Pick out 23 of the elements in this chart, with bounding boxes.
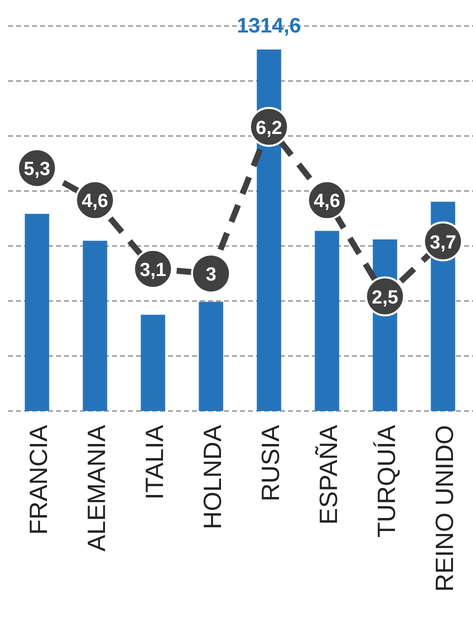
data-label: 6,2 xyxy=(256,118,282,139)
bar xyxy=(24,214,50,411)
data-label: 3 xyxy=(206,264,216,286)
point xyxy=(191,254,231,294)
data-label: 1314,6 xyxy=(236,14,302,38)
data-label: 3,7 xyxy=(430,232,456,254)
data-label: 4,6 xyxy=(314,191,340,212)
x-tick-label: ITALIA xyxy=(141,424,169,500)
data-label: 2,5 xyxy=(372,287,399,308)
bar xyxy=(140,314,166,411)
x-tick-label: REINO UNIDO xyxy=(431,425,459,592)
data-label: 4,6 xyxy=(82,191,108,212)
bar xyxy=(314,230,340,411)
data-label: 3,1 xyxy=(140,260,167,281)
data-label: 5,3 xyxy=(24,159,50,180)
x-tick-label: FRANCIA xyxy=(25,424,53,535)
bar xyxy=(198,302,224,411)
x-tick-label: ALEMANIA xyxy=(83,424,111,552)
x-tick-label: TURQUÍA xyxy=(373,424,401,538)
x-tick-label: RUSIA xyxy=(257,424,285,502)
x-tick-label: HOLNDA xyxy=(199,424,227,530)
x-tick-label: ESPAÑA xyxy=(315,424,343,525)
bar xyxy=(82,240,108,411)
